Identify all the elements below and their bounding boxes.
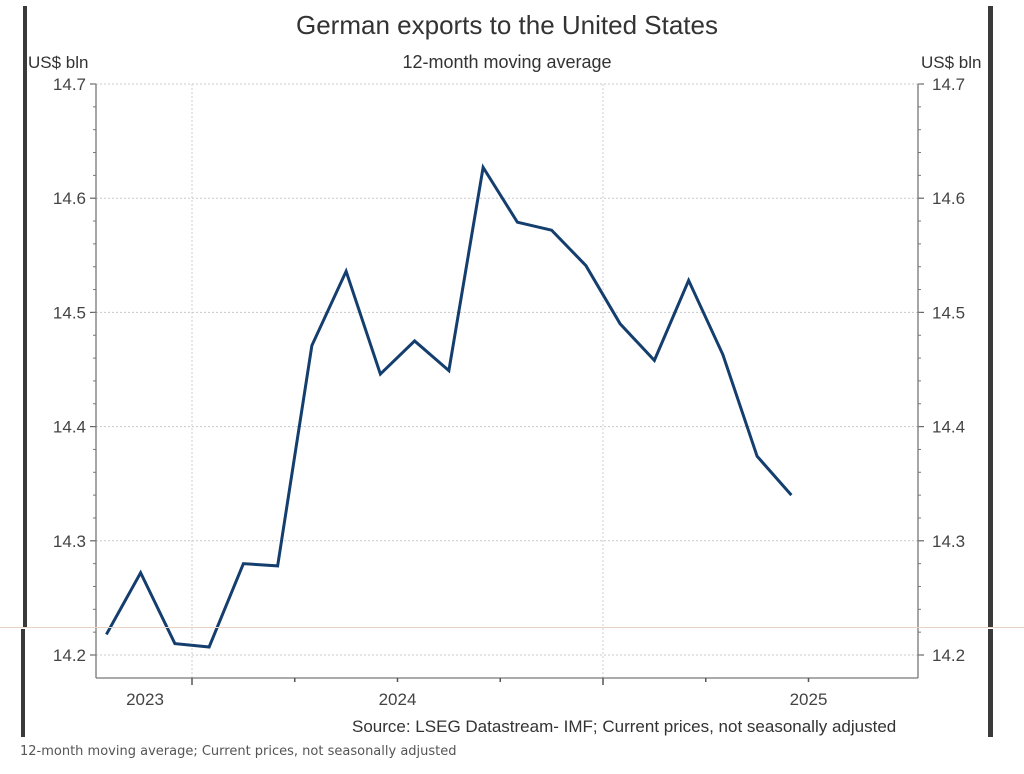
chart-subtitle: 12-month moving average xyxy=(402,52,612,72)
y-tick-label-left: 14.6 xyxy=(53,189,86,208)
chart-title: German exports to the United States xyxy=(296,10,718,40)
y-tick-label-right: 14.5 xyxy=(932,303,965,322)
y-tick-label-right: 14.4 xyxy=(932,418,965,437)
frame-border-left xyxy=(23,6,27,627)
y-tick-label-left: 14.5 xyxy=(53,303,86,322)
y-tick-label-right: 14.3 xyxy=(932,532,965,551)
y-axis-unit-right: US$ bln xyxy=(921,53,982,72)
source-note: Source: LSEG Datastream- IMF; Current pr… xyxy=(352,717,897,736)
y-tick-label-right: 14.7 xyxy=(932,75,965,94)
frame-border-right-lower xyxy=(988,629,993,737)
y-tick-label-left: 14.2 xyxy=(53,646,86,665)
y-tick-label-right: 14.6 xyxy=(932,189,965,208)
series-layer xyxy=(105,163,793,649)
y-axis-unit-left: US$ bln xyxy=(28,53,89,72)
series-line xyxy=(105,163,793,649)
gridlines xyxy=(96,83,918,678)
frame-border-right xyxy=(988,6,993,627)
y-tick-label-left: 14.7 xyxy=(53,75,86,94)
y-tick-label-right: 14.2 xyxy=(932,646,965,665)
y-tick-label-left: 14.4 xyxy=(53,418,86,437)
x-tick-label: 2024 xyxy=(379,690,417,709)
x-tick-label: 2025 xyxy=(790,690,828,709)
frame-border-left-lower xyxy=(21,629,25,737)
x-ticks: 2023 2024 2025 xyxy=(126,678,827,709)
axes xyxy=(95,84,919,679)
y-ticks: 14.7 14.7 14.6 14.6 14.5 14.5 14.4 14.4 14.3 14.3… xyxy=(53,75,965,665)
screenshot-seam xyxy=(0,627,1024,628)
y-tick-label-left: 14.3 xyxy=(53,532,86,551)
caption: 12-month moving average; Current prices,… xyxy=(20,744,457,759)
x-tick-label: 2023 xyxy=(126,690,164,709)
